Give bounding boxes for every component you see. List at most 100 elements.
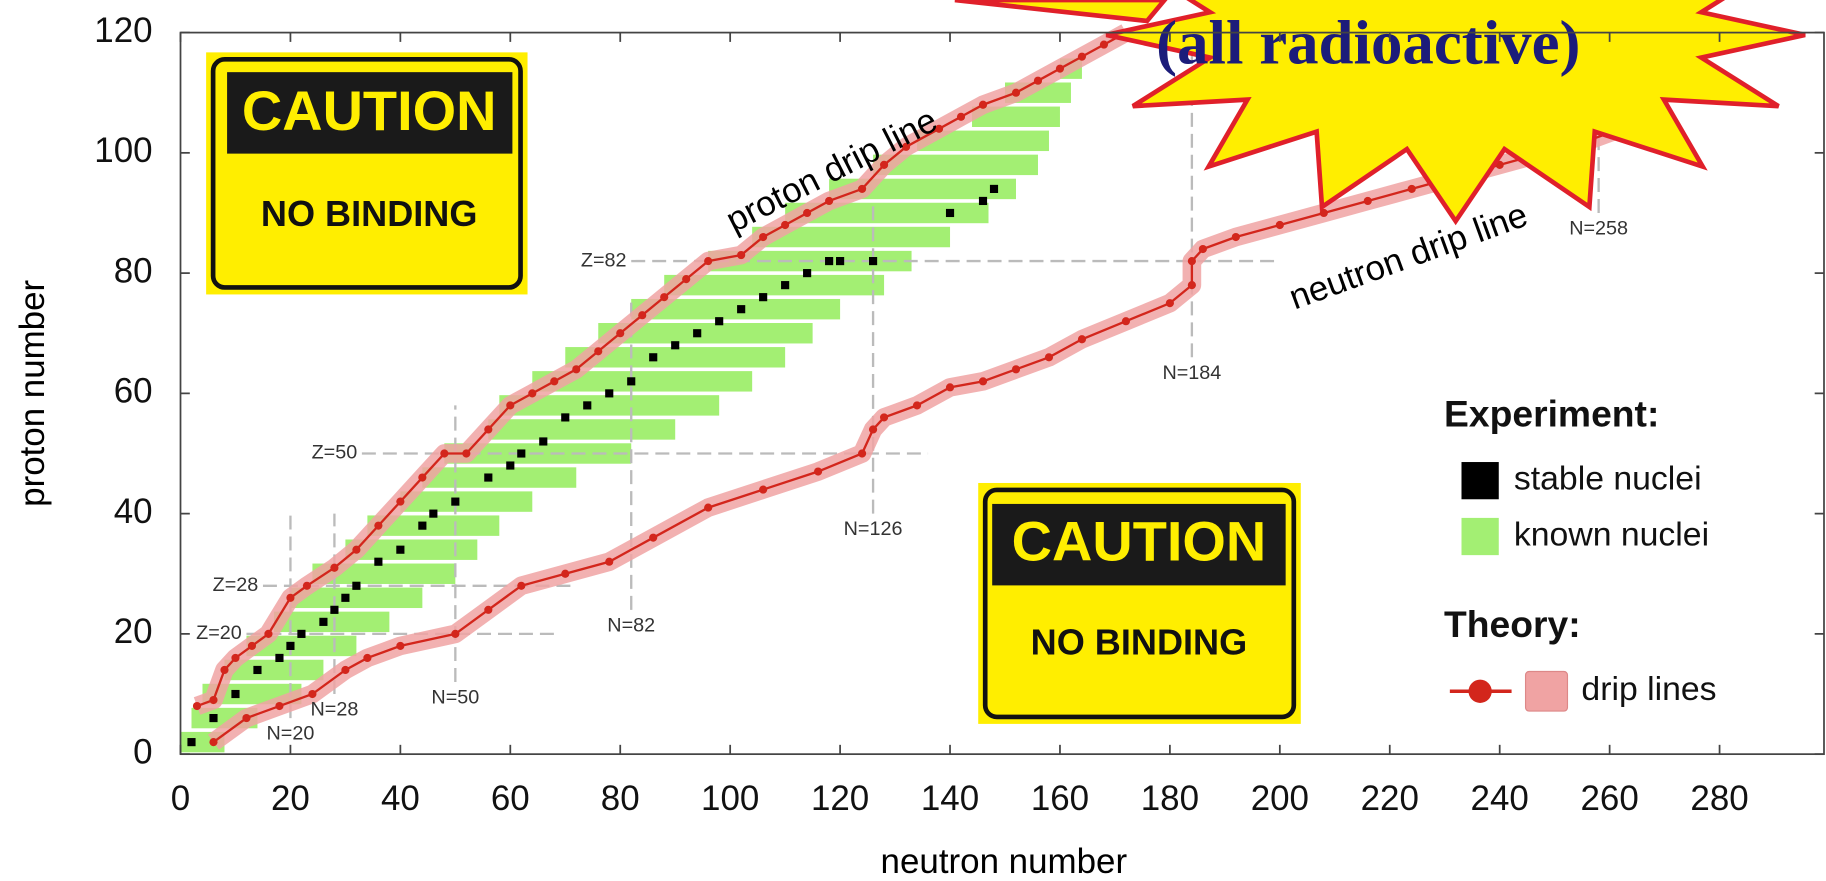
drip-point [605,558,613,566]
drip-point [1056,65,1064,73]
drip-point [858,185,866,193]
legend-dot [1468,680,1491,703]
legend-label: stable nuclei [1514,460,1702,498]
x-tick-label: 260 [1580,779,1638,818]
stable-nucleus [836,257,844,265]
stable-nucleus [418,522,426,530]
stable-nucleus [561,413,569,421]
drip-point [1199,245,1207,253]
burst-edge [955,0,1165,21]
drip-point [330,564,338,572]
stable-nucleus [396,546,404,554]
drip-point [396,642,404,650]
stable-nucleus [759,293,767,301]
x-tick-label: 200 [1251,779,1309,818]
burst-text: (all radioactive) [1156,7,1580,77]
y-tick-label: 20 [114,612,153,651]
drip-point [506,401,514,409]
drip-point [880,413,888,421]
drip-point [1188,257,1196,265]
drip-point [1045,353,1053,361]
legend-swatch [1461,462,1498,499]
drip-point [869,425,877,433]
drip-point [341,666,349,674]
drip-point [1188,281,1196,289]
x-tick-label: 40 [381,779,420,818]
drip-point [1100,41,1108,49]
sign-heading: CAUTION [1012,510,1267,573]
drip-point [374,522,382,530]
drip-point [1012,89,1020,97]
drip-point [528,389,536,397]
drip-point [1276,221,1284,229]
stable-nucleus [352,582,360,590]
drip-point [220,666,228,674]
drip-point [1408,185,1416,193]
x-tick-label: 140 [921,779,979,818]
x-tick-label: 0 [171,779,190,818]
legend-label: known nuclei [1514,515,1709,553]
drip-point [1078,335,1086,343]
stable-nucleus [286,642,294,650]
stable-nucleus [803,269,811,277]
sign-text: NO BINDING [261,193,478,234]
magic-label: Z=20 [196,622,242,644]
x-axis-label: neutron number [881,842,1128,881]
drip-point [308,690,316,698]
magic-label: Z=28 [213,574,259,596]
stable-nucleus [517,449,525,457]
stable-nucleus [209,714,217,722]
x-tick-label: 280 [1690,779,1748,818]
magic-label: N=50 [431,687,479,709]
stable-nucleus [341,594,349,602]
x-tick-label: 180 [1141,779,1199,818]
x-tick-label: 240 [1471,779,1529,818]
stable-nucleus [583,401,591,409]
x-tick-label: 120 [811,779,869,818]
y-tick-label: 120 [94,11,152,50]
drip-point [704,257,712,265]
sign-text: NO BINDING [1031,621,1248,662]
y-tick-label: 100 [94,131,152,170]
stable-nucleus [374,558,382,566]
drip-point [858,449,866,457]
drip-point [616,329,624,337]
drip-point [248,642,256,650]
drip-point [1122,317,1130,325]
drip-point [550,377,558,385]
stable-nucleus [946,209,954,217]
drip-point [286,594,294,602]
chart: neutron number proton number proton drip… [0,0,1826,881]
drip-point [682,275,690,283]
known-nuclei-row [400,491,532,511]
stable-nucleus [671,341,679,349]
drip-point [957,113,965,121]
drip-point [561,570,569,578]
magic-label: Z=50 [312,442,358,464]
drip-point [193,702,201,710]
stable-nucleus [429,510,437,518]
legend-swatch [1461,518,1498,555]
stable-nucleus [649,353,657,361]
stable-nucleus [330,606,338,614]
stable-nucleus [825,257,833,265]
drip-point [946,383,954,391]
drip-point [1034,77,1042,85]
drip-point [649,534,657,542]
stable-nucleus [990,185,998,193]
drip-point [264,630,272,638]
stable-nucleus [506,461,514,469]
x-tick-label: 60 [491,779,530,818]
stable-nucleus [319,618,327,626]
magic-label: Z=82 [581,249,627,271]
legend-label: drip lines [1581,670,1716,708]
stable-nucleus [627,377,635,385]
stable-nucleus [484,473,492,481]
stable-nucleus [253,666,261,674]
drip-point [660,293,668,301]
legend-title: Experiment: [1444,392,1659,434]
magic-label: N=20 [267,723,315,745]
sign-heading: CAUTION [242,79,497,142]
stable-nucleus [869,257,877,265]
